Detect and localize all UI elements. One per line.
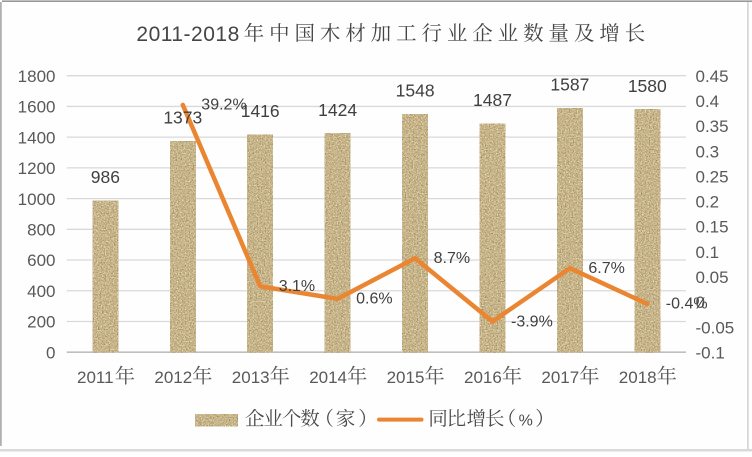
svg-text:1580: 1580: [628, 76, 667, 96]
svg-text:1373: 1373: [163, 108, 202, 128]
svg-text:800: 800: [27, 221, 55, 240]
svg-text:2014: 2014: [309, 368, 347, 387]
svg-text:2018: 2018: [619, 368, 657, 387]
svg-text:-0.05: -0.05: [696, 318, 735, 337]
svg-text:600: 600: [27, 251, 55, 270]
svg-text:2016: 2016: [464, 368, 502, 387]
svg-text:1416: 1416: [241, 101, 280, 121]
svg-text:0.45: 0.45: [696, 67, 729, 86]
svg-text:3.1%: 3.1%: [279, 278, 315, 295]
svg-text:1424: 1424: [318, 100, 357, 120]
svg-text:2012: 2012: [154, 368, 192, 387]
svg-text:0: 0: [46, 343, 55, 362]
svg-text:39.2%: 39.2%: [201, 97, 246, 114]
svg-text:1548: 1548: [396, 81, 435, 101]
svg-text:0.15: 0.15: [696, 218, 729, 237]
svg-text:2013: 2013: [232, 368, 270, 387]
svg-text:0: 0: [696, 293, 705, 312]
svg-text:-0.4%: -0.4%: [666, 296, 708, 313]
svg-text:0.05: 0.05: [696, 268, 729, 287]
svg-text:6.7%: 6.7%: [588, 260, 624, 277]
svg-text:0.2: 0.2: [696, 193, 720, 212]
svg-text:0.4: 0.4: [696, 92, 720, 111]
svg-text:1800: 1800: [18, 67, 56, 86]
svg-text:0.25: 0.25: [696, 167, 729, 186]
svg-text:1400: 1400: [18, 128, 56, 147]
svg-text:986: 986: [91, 167, 120, 187]
svg-text:0.6%: 0.6%: [356, 291, 392, 308]
svg-text:2011: 2011: [77, 368, 114, 387]
svg-text:1000: 1000: [18, 190, 56, 209]
svg-text:400: 400: [27, 282, 55, 301]
svg-text:0.1: 0.1: [696, 243, 720, 262]
svg-text:2011-2018: 2011-2018: [136, 23, 239, 46]
svg-text:-0.1: -0.1: [696, 343, 725, 362]
svg-text:0.3: 0.3: [696, 142, 720, 161]
svg-text:1587: 1587: [550, 75, 589, 95]
svg-text:2015: 2015: [387, 368, 425, 387]
svg-text:2017: 2017: [541, 368, 579, 387]
svg-text:8.7%: 8.7%: [434, 250, 470, 267]
svg-text:-3.9%: -3.9%: [511, 313, 553, 330]
svg-text:1487: 1487: [473, 90, 512, 110]
svg-text:%: %: [519, 412, 533, 429]
svg-text:1600: 1600: [18, 98, 56, 117]
svg-text:0.35: 0.35: [696, 117, 729, 136]
svg-text:200: 200: [27, 313, 55, 332]
svg-text:1200: 1200: [18, 159, 56, 178]
